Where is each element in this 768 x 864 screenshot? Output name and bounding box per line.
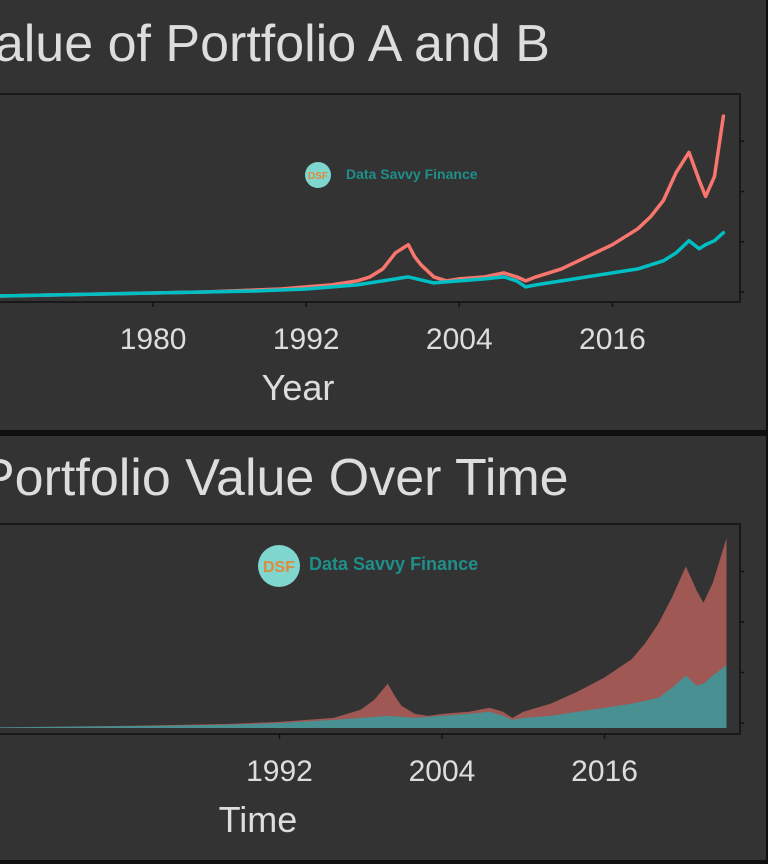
x-ticks-bottom: 1992 2004 2016 [246,570,744,788]
watermark-text-bottom: Data Savvy Finance [309,554,478,574]
plot-frame-bottom [0,523,741,735]
x-axis-label-bottom: Time [219,799,298,840]
x-ticks-top: 1980 1992 2004 2016 [120,140,744,356]
plot-frame-top [0,93,741,303]
area-series-2 [0,665,727,728]
watermark-badge-top: DSF [308,171,328,182]
x-tick-label: 2004 [409,755,476,788]
x-tick-label: 2016 [579,323,646,356]
chart-title-top: Value of Portfolio A and B [0,15,550,73]
dsf-logo-icon [305,162,331,188]
x-axis-label-top: Year [262,367,335,408]
x-tick-label: 2016 [571,755,638,788]
chart-panel-bottom [0,436,766,860]
chart-panel-top [0,0,766,430]
series-group-bottom [0,538,727,728]
chart-title-bottom: Portfolio Value Over Time [0,449,569,507]
x-tick-label: 1992 [246,755,313,788]
line-series-2 [0,230,726,298]
x-tick-label: 2004 [426,323,493,356]
series-group-top [0,114,726,298]
x-tick-label: 1980 [120,323,187,356]
watermark-badge-bottom: DSF [263,559,295,576]
line-series-1 [0,114,726,298]
watermark-bottom: DSF Data Savvy Finance [258,545,478,587]
dsf-logo-icon [258,545,300,587]
watermark-top: DSF Data Savvy Finance [305,162,478,188]
watermark-text-top: Data Savvy Finance [346,166,478,182]
x-tick-label: 1992 [273,323,340,356]
